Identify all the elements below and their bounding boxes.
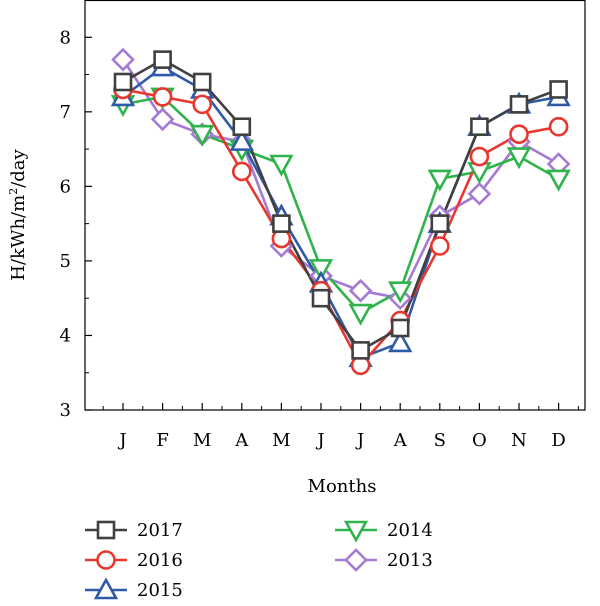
- legend-label-2016: 2016: [137, 550, 183, 571]
- legend: 2017 2016 2015 2014 2013: [85, 520, 433, 601]
- legend-label-2017: 2017: [137, 520, 183, 541]
- y-tick-label: 5: [60, 251, 71, 272]
- data-point-2017: [470, 117, 489, 137]
- y-axis-title-sup: 2: [7, 188, 20, 195]
- series-markers: [110, 47, 571, 376]
- x-tick-label: A: [234, 430, 249, 451]
- data-point-2013: [467, 181, 492, 206]
- series-line-2013: [121, 58, 560, 300]
- legend-label-2015: 2015: [137, 580, 183, 601]
- y-axis-title-main: H/kWh/m: [8, 195, 29, 281]
- data-point-2016: [192, 94, 212, 115]
- data-point-2017: [113, 72, 133, 92]
- data-point-2016: [469, 146, 490, 167]
- data-point-2015: [387, 330, 413, 353]
- series-line-2017: [122, 58, 560, 352]
- legend-label-2014: 2014: [387, 520, 433, 541]
- data-point-2017: [192, 72, 212, 92]
- data-point-2017: [351, 341, 370, 360]
- data-point-2014: [387, 281, 413, 304]
- series-line-2015: [122, 65, 559, 360]
- data-point-2016: [548, 116, 569, 137]
- y-tick-label: 8: [60, 27, 71, 48]
- legend-marker-2015: [93, 577, 119, 600]
- x-tick-label: M: [272, 430, 290, 451]
- x-tick-label: J: [315, 430, 324, 451]
- legend-marker-2016: [96, 550, 116, 570]
- x-tick-label: N: [511, 430, 527, 451]
- x-tick-label: J: [117, 430, 126, 451]
- data-point-2014: [189, 124, 215, 147]
- data-point-2017: [311, 288, 331, 308]
- data-point-2017: [232, 117, 252, 137]
- data-point-2017: [549, 80, 568, 99]
- x-tick-label: J: [355, 430, 364, 451]
- x-tick-label: F: [156, 430, 169, 451]
- x-tick-label: M: [193, 430, 211, 451]
- y-axis-title-tail: /day: [8, 148, 29, 187]
- legend-marker-2013: [344, 548, 368, 572]
- data-point-2017: [153, 50, 172, 69]
- data-point-2017: [272, 214, 291, 233]
- y-axis: 3 4 5 6 7 8: [60, 0, 92, 421]
- data-point-2016: [509, 124, 529, 144]
- legend-marker-2017: [96, 520, 116, 540]
- x-axis-title: Months: [308, 476, 377, 497]
- data-point-2014: [546, 169, 571, 192]
- y-tick-label: 4: [60, 325, 71, 346]
- y-axis-title: H/kWh/m2/day: [7, 148, 29, 280]
- data-point-2017: [430, 214, 450, 233]
- x-tick-label: S: [434, 430, 446, 451]
- data-point-2013: [348, 278, 373, 303]
- data-point-2017: [390, 318, 410, 338]
- x-tick-label: D: [551, 430, 565, 451]
- data-point-2014: [427, 169, 453, 192]
- series-lines: [121, 58, 560, 367]
- plot-frame: [84, 0, 586, 411]
- y-tick-label: 6: [60, 176, 71, 197]
- data-point-2017: [509, 95, 529, 114]
- data-point-2013: [150, 107, 175, 132]
- legend-label-2013: 2013: [387, 550, 433, 571]
- data-point-2016: [429, 236, 450, 256]
- data-point-2014: [269, 154, 294, 177]
- data-point-2016: [232, 161, 252, 182]
- data-point-2013: [111, 47, 135, 72]
- data-point-2015: [229, 128, 255, 151]
- data-point-2016: [152, 87, 173, 107]
- legend-marker-2014: [343, 520, 369, 543]
- y-tick-label: 7: [60, 102, 71, 123]
- data-point-2014: [308, 259, 334, 282]
- data-point-2014: [348, 303, 373, 326]
- data-point-2014: [506, 147, 532, 170]
- y-tick-label: 3: [60, 400, 71, 421]
- plot-area: [84, 0, 586, 411]
- x-tick-label: A: [393, 430, 408, 451]
- x-tick-label: O: [472, 430, 487, 451]
